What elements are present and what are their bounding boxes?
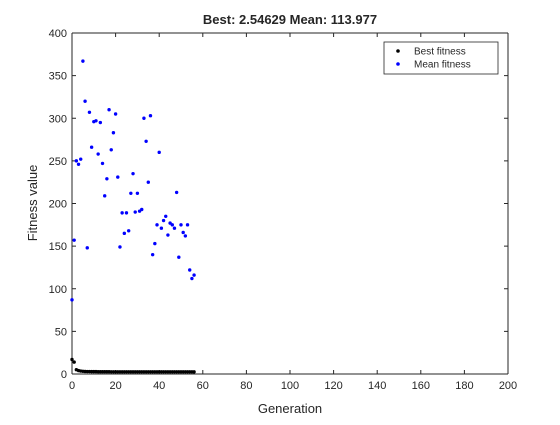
mean-fitness-point (159, 226, 164, 230)
legend-entry: Mean fitness (414, 60, 471, 71)
plot-area (72, 33, 508, 374)
mean-fitness-point (103, 194, 107, 198)
mean-fitness-point (153, 241, 157, 246)
mean-fitness-point (105, 177, 109, 181)
mean-fitness-point (166, 233, 170, 237)
data-marks (70, 59, 196, 374)
y-axis-label: Fitness value (25, 165, 40, 242)
mean-fitness-point (192, 273, 196, 277)
mean-fitness-point (131, 171, 135, 176)
best-fitness-series (70, 357, 196, 374)
x-tick-label: 160 (412, 380, 430, 392)
y-tick-label: 250 (49, 156, 67, 168)
y-tick-label: 350 (49, 71, 67, 83)
mean-fitness-point (100, 161, 105, 166)
x-tick-label: 100 (281, 380, 299, 392)
mean-fitness-point (81, 59, 85, 63)
legend-entry: Best fitness (414, 47, 466, 58)
mean-fitness-point (172, 226, 177, 230)
mean-fitness-point (142, 116, 146, 120)
mean-fitness-point (190, 276, 194, 281)
x-tick-label: 140 (368, 380, 386, 392)
x-tick-label: 0 (69, 380, 75, 392)
y-tick-label: 400 (49, 28, 67, 40)
y-tick-label: 0 (61, 369, 67, 381)
mean-fitness-point (120, 211, 124, 215)
mean-fitness-point (122, 231, 127, 236)
y-tick-label: 100 (49, 284, 67, 296)
mean-fitness-point (70, 298, 74, 302)
x-tick-label: 120 (324, 380, 342, 392)
mean-fitness-point (76, 162, 81, 166)
mean-fitness-point (144, 139, 148, 143)
mean-fitness-point (113, 112, 118, 116)
mean-fitness-point (72, 238, 76, 242)
x-tick-label: 60 (197, 380, 209, 392)
mean-fitness-point (96, 152, 100, 156)
x-tick-label: 40 (153, 380, 165, 392)
y-tick-label: 300 (49, 113, 67, 125)
mean-fitness-point (188, 268, 192, 272)
mean-fitness-point (133, 210, 137, 214)
legend-marker (396, 62, 400, 66)
mean-fitness-point (98, 120, 103, 125)
mean-fitness-point (185, 223, 190, 227)
mean-fitness-point (107, 108, 111, 112)
mean-fitness-point (181, 230, 185, 235)
axes: 0 20 40 60 80 100 120 140 160 180 200 0 50 100 150 200 2… (49, 28, 518, 392)
mean-fitness-point (118, 245, 122, 249)
mean-fitness-point (135, 191, 140, 195)
mean-fitness-point (174, 190, 179, 195)
y-tick-label: 150 (49, 241, 67, 253)
mean-fitness-point (140, 207, 144, 212)
mean-fitness-series (70, 59, 196, 302)
mean-fitness-point (109, 148, 113, 152)
mean-fitness-point (155, 223, 159, 227)
mean-fitness-point (83, 99, 87, 103)
x-tick-label: 20 (109, 380, 121, 392)
mean-fitness-point (111, 131, 116, 135)
best-fitness-point (72, 360, 76, 364)
mean-fitness-point (129, 191, 133, 195)
chart-title: Best: 2.54629 Mean: 113.977 (203, 12, 377, 27)
best-fitness-point (70, 357, 74, 362)
mean-fitness-point (150, 252, 155, 257)
mean-fitness-point (89, 145, 94, 149)
mean-fitness-point (146, 180, 150, 184)
x-axis-label: Generation (258, 401, 322, 416)
mean-fitness-point (183, 234, 188, 238)
mean-fitness-point (116, 175, 120, 179)
mean-fitness-point (126, 229, 131, 233)
legend-marker (396, 49, 400, 53)
mean-fitness-point (161, 218, 166, 223)
mean-fitness-point (124, 211, 129, 215)
mean-fitness-point (74, 159, 79, 163)
mean-fitness-point (94, 119, 98, 123)
y-tick-label: 50 (55, 326, 67, 338)
mean-fitness-point (164, 214, 168, 218)
x-tick-label: 180 (455, 380, 473, 392)
mean-fitness-point (157, 150, 161, 155)
y-tick-label: 200 (49, 199, 67, 211)
x-tick-label: 80 (240, 380, 252, 392)
mean-fitness-point (85, 246, 89, 250)
mean-fitness-point (148, 113, 153, 118)
legend: Best fitness Mean fitness (383, 41, 499, 75)
legend-box (383, 41, 499, 75)
mean-fitness-point (177, 255, 181, 259)
mean-fitness-point (79, 157, 83, 161)
mean-fitness-point (179, 223, 183, 227)
x-tick-label: 200 (499, 380, 517, 392)
mean-fitness-point (87, 110, 92, 114)
mean-fitness-point (170, 223, 174, 227)
best-fitness-point (192, 370, 196, 374)
